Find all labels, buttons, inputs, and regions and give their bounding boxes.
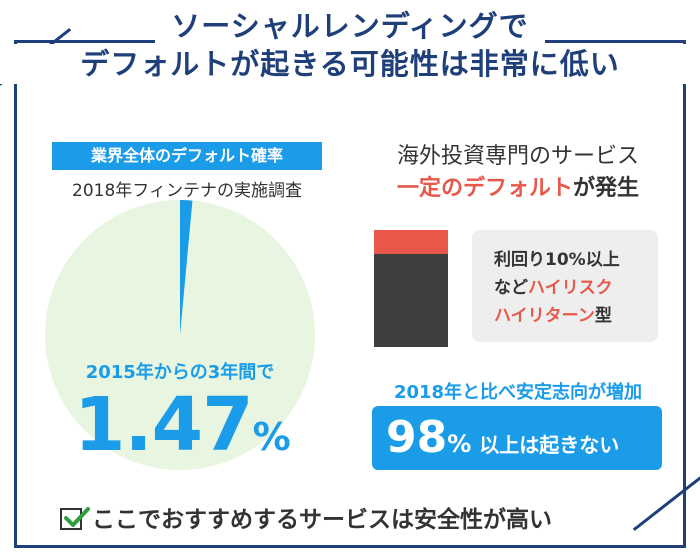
high-risk-note: 利回り10%以上 などハイリスク ハイリターン型 [472,230,658,342]
footer-text: ここでおすすめするサービスは安全性が高い [92,507,552,533]
headline: ソーシャルレンディングで デフォルトが起きる可能性は非常に低い [0,6,700,84]
note-line-3: ハイリターン型 [494,302,658,330]
default-portion-bar [374,230,448,254]
stability-number: 98 [386,412,448,463]
overseas-heading: 海外投資専門のサービス [396,144,639,169]
note-suffix: 型 [594,306,612,326]
pie-default-slice [180,200,193,335]
default-rate-number: 1.47 [74,382,254,468]
note-high-risk: ハイリスク [528,278,613,298]
note-line-2: などハイリスク [494,274,658,302]
overseas-subheading: 一定のデフォルトが発生 [368,170,668,202]
industry-default-rate-tag: 業界全体のデフォルト確率 [52,142,322,170]
note-prefix: など [494,278,528,298]
survey-caption: 2018年フィンテナの実施調査 [72,181,302,201]
default-rate-pie [45,200,315,470]
stability-unit: % [447,430,472,458]
default-rate-unit: % [252,415,291,459]
footer-statement: ここでおすすめするサービスは安全性が高い [60,500,660,534]
checkbox-checked-icon [60,507,90,530]
period-label: 2015年からの3年間で [85,362,275,383]
note-high-return: ハイリターン [494,306,595,326]
stability-box: 98% 以上は起きない [372,406,662,470]
stability-heading: 2018年と比べ安定志向が増加 [393,382,643,403]
headline-line-2: デフォルトが起きる可能性は非常に低い [0,44,700,84]
overseas-subheading-rest: が発生 [573,176,640,201]
headline-line-1: ソーシャルレンディングで [155,6,545,46]
stability-text: 以上は起きない [479,433,620,457]
non-default-portion-bar [374,254,448,347]
note-line-1: 利回り10%以上 [494,250,620,270]
overseas-subheading-red: 一定のデフォルト [396,176,573,201]
default-rate-value: 1.47% [74,382,314,468]
